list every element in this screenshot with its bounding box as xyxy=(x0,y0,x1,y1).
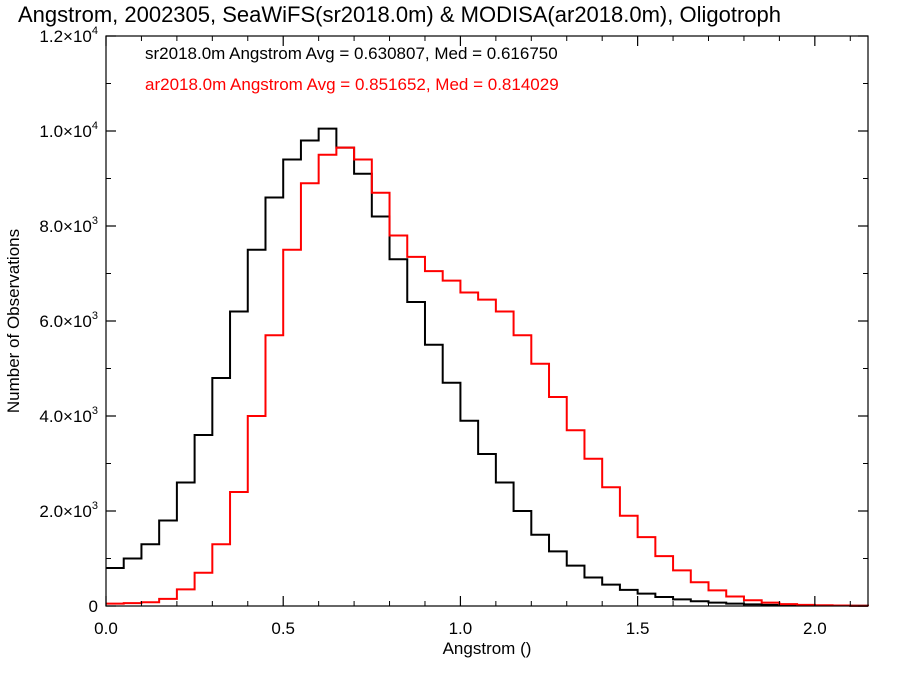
plot-frame xyxy=(105,35,869,607)
series-layer xyxy=(106,127,869,607)
y-tick-label: 2.0×103 xyxy=(39,500,98,521)
y-tick-label: 1.2×104 xyxy=(39,25,98,46)
y-tick-exponent: 4 xyxy=(92,25,98,37)
y-tick-label: 6.0×103 xyxy=(39,310,98,331)
y-tick-exponent: 4 xyxy=(92,120,98,132)
y-tick-exponent: 3 xyxy=(92,405,98,417)
x-tick-label: 1.5 xyxy=(626,619,650,638)
y-tick-label: 8.0×103 xyxy=(39,215,98,236)
chart-title: Angstrom, 2002305, SeaWiFS(sr2018.0m) & … xyxy=(18,2,781,27)
annotation-ar-stats: ar2018.0m Angstrom Avg = 0.851652, Med =… xyxy=(145,75,559,94)
y-tick-exponent: 3 xyxy=(92,310,98,322)
y-axis-label: Number of Observations xyxy=(4,229,23,413)
y-tick-label: 0 xyxy=(89,597,98,616)
y-tick-label: 4.0×103 xyxy=(39,405,98,426)
y-tick-exponent: 3 xyxy=(92,215,98,227)
series-sr-histogram-line xyxy=(106,127,869,607)
series-ar-histogram-line xyxy=(106,146,869,607)
annotation-sr-stats: sr2018.0m Angstrom Avg = 0.630807, Med =… xyxy=(145,44,558,63)
y-tick-exponent: 3 xyxy=(92,500,98,512)
x-tick-label: 2.0 xyxy=(803,619,827,638)
y-tick-labels: 0 2.0×103 4.0×103 6.0×103 8.0×103 1.0×104 1.2×… xyxy=(39,25,98,616)
y-tick-label: 1.0×104 xyxy=(39,120,98,141)
x-axis-label: Angstrom () xyxy=(443,639,532,658)
ticks-layer xyxy=(105,35,868,607)
x-tick-labels: 0.0 0.5 1.0 1.5 2.0 xyxy=(94,619,826,638)
x-tick-label: 1.0 xyxy=(449,619,473,638)
x-tick-label: 0.5 xyxy=(271,619,295,638)
x-tick-label: 0.0 xyxy=(94,619,118,638)
